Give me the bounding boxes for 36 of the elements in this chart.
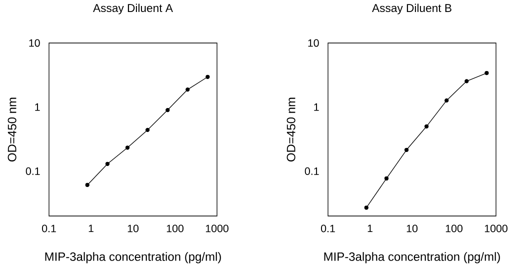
y-axis-title: OD=450 nm bbox=[8, 98, 16, 162]
point bbox=[145, 128, 150, 132]
x-tick-label: 1000 bbox=[484, 224, 508, 232]
x-axis-title: MIP-3alpha concentration (pg/ml) bbox=[324, 252, 500, 264]
x-tick-label: 0.1 bbox=[42, 224, 56, 232]
chart-title: Assay Diluent B bbox=[372, 4, 452, 14]
y-tick-label: 0.1 bbox=[26, 167, 40, 175]
point bbox=[125, 146, 130, 150]
x-tick-label: 10 bbox=[128, 224, 139, 232]
x-tick-label: 100 bbox=[166, 224, 184, 232]
point bbox=[364, 206, 368, 210]
y-tick-label: 10 bbox=[308, 39, 319, 47]
point bbox=[186, 87, 190, 92]
y-tick-label: 1 bbox=[314, 103, 319, 111]
point bbox=[206, 74, 210, 79]
x-tick-label: 1 bbox=[368, 224, 372, 232]
x-tick-label: 0.1 bbox=[321, 224, 335, 232]
y-tick-label: 0.1 bbox=[304, 167, 319, 175]
point bbox=[444, 98, 449, 103]
x-tick-label: 1 bbox=[88, 224, 94, 232]
chart-title: Assay Diluent A bbox=[93, 4, 173, 14]
point bbox=[85, 182, 90, 188]
x-tick-label: 100 bbox=[446, 224, 462, 232]
y-tick-label: 1 bbox=[35, 103, 40, 111]
point bbox=[384, 176, 389, 181]
point bbox=[484, 70, 489, 76]
x-tick-label: 10 bbox=[406, 224, 418, 232]
point bbox=[424, 124, 429, 128]
y-axis-title: OD=450 nm bbox=[286, 98, 296, 162]
x-axis-title: MIP-3alpha concentration (pg/ml) bbox=[45, 252, 221, 264]
point bbox=[105, 162, 110, 166]
y-tick-label: 10 bbox=[29, 39, 40, 47]
point bbox=[464, 79, 469, 84]
point bbox=[404, 148, 409, 152]
x-tick-label: 1000 bbox=[206, 224, 228, 232]
point bbox=[166, 108, 170, 112]
